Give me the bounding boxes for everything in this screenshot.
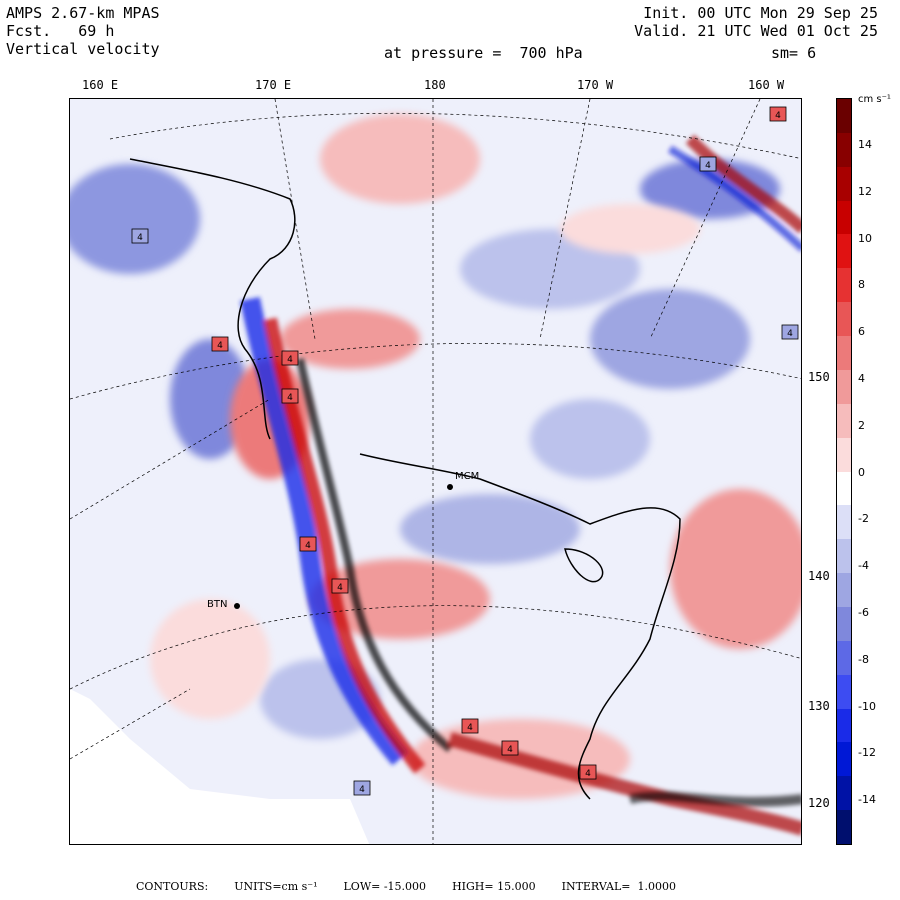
colorbar-tick-label: -6 <box>858 606 869 619</box>
pressure-level: at pressure = 700 hPa <box>384 44 583 62</box>
extreme-marker-label: 4 <box>787 329 793 339</box>
lon-label-180: 180 <box>424 78 446 92</box>
vertical-velocity-map: 4 4 4 4 4 4 4 4 4 4 4 4 4 <box>70 99 801 844</box>
colorbar-segment <box>837 302 851 337</box>
extreme-marker-label: 4 <box>775 111 781 121</box>
extreme-marker <box>769 106 787 122</box>
colorbar-segment <box>837 640 851 676</box>
extreme-marker-label: 4 <box>705 161 711 171</box>
colorbar-segment <box>837 132 851 168</box>
lat-label-130w: 130 W <box>808 699 845 713</box>
colorbar-segment <box>837 539 851 574</box>
colorbar-segment <box>837 234 851 269</box>
colorbar-tick-label: 8 <box>858 278 865 292</box>
colorbar-tick-label: 0 <box>858 465 865 479</box>
extreme-marker <box>281 350 299 366</box>
extreme-marker <box>501 740 519 756</box>
extreme-marker-label: 4 <box>137 233 143 243</box>
lat-label-150w: 150 W <box>808 370 845 384</box>
colorbar-segment <box>837 471 851 506</box>
lon-label-170w: 170 W <box>577 78 614 92</box>
footer-high: HIGH= 15.000 <box>452 880 536 893</box>
colorbar-segment <box>837 268 851 303</box>
extreme-marker-label: 4 <box>287 393 293 403</box>
colorbar-tick-label: -10 <box>858 699 876 713</box>
header-left: AMPS 2.67-km MPAS Fcst. 69 h Vertical velo… <box>6 4 160 58</box>
extreme-marker <box>353 780 371 796</box>
forecast-hour: Fcst. 69 h <box>6 22 115 40</box>
extreme-marker <box>211 336 229 352</box>
footer-units: UNITS=cm s⁻¹ <box>234 880 318 893</box>
extreme-marker-label: 4 <box>467 723 473 733</box>
footer-contours: CONTOURS: <box>136 880 209 893</box>
colorbar-tick-label: -14 <box>858 793 876 807</box>
lon-label-160e: 160 E <box>82 78 119 92</box>
field-name: Vertical velocity <box>6 40 160 58</box>
coastline <box>129 158 681 800</box>
station-dot-mcm <box>447 484 453 490</box>
extreme-marker <box>579 764 597 780</box>
footer-interval: INTERVAL= 1.0000 <box>561 880 676 893</box>
init-time: Init. 00 UTC Mon 29 Sep 25 <box>643 4 878 22</box>
colorbar-tick-label: -2 <box>858 512 869 526</box>
colorbar-tick-label: -8 <box>858 652 869 666</box>
colorbar-tick-label: -12 <box>858 746 876 760</box>
lon-label-160w: 160 W <box>748 78 785 92</box>
colorbar-segment <box>837 99 851 134</box>
extreme-marker <box>131 228 149 244</box>
lon-label-170e: 170 E <box>255 78 292 92</box>
extreme-marker <box>781 324 799 340</box>
smoothing: sm= 6 <box>771 44 817 62</box>
valid-time: Valid. 21 UTC Wed 01 Oct 25 <box>634 22 878 40</box>
footer: CONTOURS: UNITS=cm s⁻¹ LOW= -15.000 HIGH= 1… <box>136 880 702 893</box>
colorbar-tick-label: 14 <box>858 138 872 151</box>
colorbar-segment <box>837 336 851 371</box>
colorbar-tick-label: 6 <box>858 325 865 339</box>
colorbar-segment <box>837 437 851 472</box>
colorbar-segment <box>837 403 851 439</box>
colorbar-segment <box>837 742 851 777</box>
colorbar-segment <box>837 505 851 540</box>
lat-label-120w: 120 W <box>808 796 845 810</box>
colorbar-segment <box>837 810 851 845</box>
extreme-marker-label: 4 <box>585 769 591 779</box>
colorbar-unit: cm s⁻¹ <box>858 94 891 105</box>
extreme-markers: 4 4 4 4 4 4 4 4 4 4 4 4 4 <box>131 106 799 796</box>
off-domain-area <box>70 689 370 844</box>
colorbar-segment <box>837 200 851 235</box>
lat-label-140w: 140 W <box>808 569 845 583</box>
extreme-marker <box>281 388 299 404</box>
colorbar-tick-label: 2 <box>858 418 865 432</box>
colorbar-tick-label: 4 <box>858 372 865 385</box>
colorbar-segment <box>837 573 851 608</box>
colorbar-segment <box>837 674 851 710</box>
station-label-btn: BTN <box>207 599 228 610</box>
colorbar-tick-label: 12 <box>858 184 872 198</box>
extreme-marker-label: 4 <box>507 745 513 755</box>
colorbar-segment <box>837 606 851 642</box>
extreme-marker <box>299 536 317 552</box>
negative-velocity-regions <box>70 159 780 739</box>
map-panel: 4 4 4 4 4 4 4 4 4 4 4 4 4 <box>69 98 802 845</box>
extreme-marker-label: 4 <box>287 355 293 365</box>
colorbar-tick-label: -4 <box>858 559 869 573</box>
colorbar-tick-label: 10 <box>858 231 872 245</box>
colorbar-segment <box>837 166 851 202</box>
station-dot-btn <box>234 603 240 609</box>
colorbar-segment <box>837 708 851 743</box>
header-right: Init. 00 UTC Mon 29 Sep 25 Valid. 21 UTC … <box>634 4 878 40</box>
station-label-mcm: MCM <box>455 471 480 482</box>
footer-low: LOW= -15.000 <box>343 880 427 893</box>
extreme-marker <box>699 156 717 172</box>
extreme-marker <box>461 718 479 734</box>
extreme-marker-label: 4 <box>359 785 365 795</box>
model-title: AMPS 2.67-km MPAS <box>6 4 160 22</box>
colorbar-segment <box>837 776 851 811</box>
extreme-marker-label: 4 <box>337 583 343 593</box>
colorbar-segment <box>837 369 851 405</box>
colorbar <box>836 98 852 845</box>
extreme-marker <box>331 578 349 594</box>
extreme-marker-label: 4 <box>217 341 223 351</box>
extreme-marker-label: 4 <box>305 541 311 551</box>
